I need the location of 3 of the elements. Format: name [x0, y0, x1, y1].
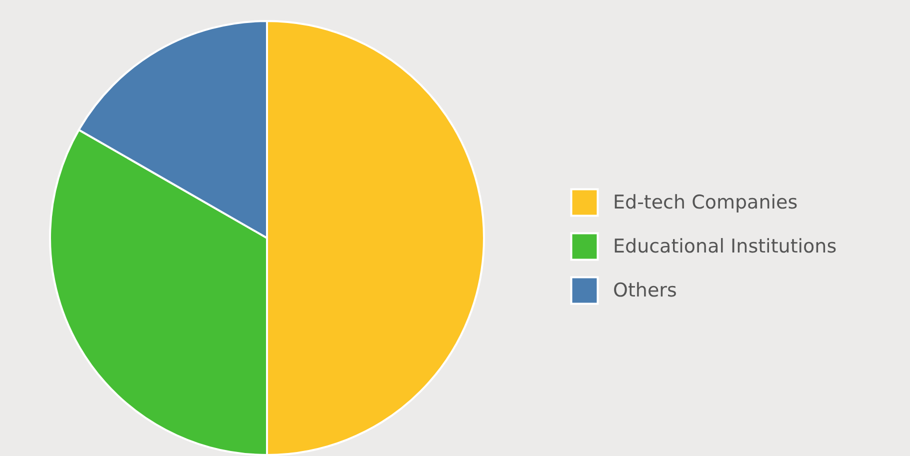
legend-label: Ed-tech Companies — [613, 192, 798, 214]
legend-label: Educational Institutions — [613, 236, 837, 258]
legend-label: Others — [613, 280, 677, 302]
